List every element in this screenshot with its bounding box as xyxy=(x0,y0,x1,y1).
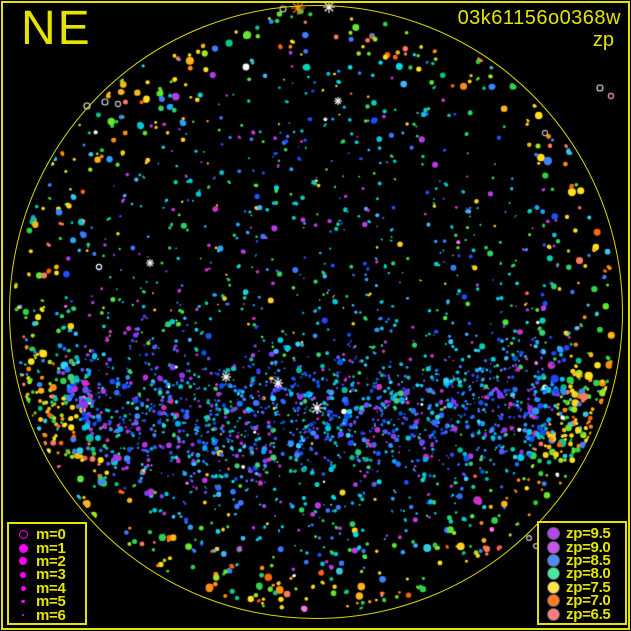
zp-legend-label: zp=9.0 xyxy=(566,538,611,556)
orientation-label: NE xyxy=(21,2,92,55)
zp-legend-row: zp=8.0 xyxy=(545,565,625,583)
zp-color-dot-icon xyxy=(547,608,559,620)
zp-color-dot-icon xyxy=(547,568,559,580)
magnitude-marker-icon xyxy=(18,543,28,553)
zp-legend-label: zp=8.5 xyxy=(566,551,611,569)
zp-color-dot-icon xyxy=(547,528,559,540)
m-legend-label: m=2 xyxy=(36,552,66,570)
m-legend-row: m=5 xyxy=(15,593,85,611)
m-legend-row: m=1 xyxy=(15,539,85,557)
zp-legend-label: zp=6.5 xyxy=(566,605,611,623)
m-legend-label: m=0 xyxy=(36,526,66,544)
m-legend-row: m=4 xyxy=(15,579,85,597)
zp-color-dot-icon xyxy=(547,581,559,593)
m-legend-row: m=0 xyxy=(15,526,85,544)
magnitude-legend: m=0 m=1 m=2 m=3 m=4 m=5 m=6 xyxy=(7,522,87,625)
zp-legend-row: zp=9.5 xyxy=(545,525,625,543)
m-legend-row: m=6 xyxy=(15,606,85,624)
plot-subtitle: zp xyxy=(592,29,614,51)
zp-legend-row: zp=7.0 xyxy=(545,592,625,610)
zp-legend-row: zp=8.5 xyxy=(545,551,625,569)
m-legend-label: m=6 xyxy=(36,606,66,624)
plot-title: 03k61156o0368w xyxy=(457,7,621,29)
zp-legend-row: zp=9.0 xyxy=(545,538,625,556)
magnitude-marker-icon xyxy=(22,614,24,617)
m-legend-label: m=5 xyxy=(36,593,66,611)
zp-color-dot-icon xyxy=(547,541,559,553)
m-legend-label: m=4 xyxy=(36,579,66,597)
magnitude-marker-icon xyxy=(21,599,25,604)
magnitude-marker-icon xyxy=(18,530,28,540)
m-legend-row: m=2 xyxy=(15,552,85,570)
zp-legend-label: zp=7.0 xyxy=(566,592,611,610)
zp-legend-label: zp=8.0 xyxy=(566,565,611,583)
zeropoint-legend: zp=9.5 zp=9.0 zp=8.5 zp=8.0 zp=7.5 zp=7.… xyxy=(537,521,627,625)
zp-legend-row: zp=6.5 xyxy=(545,605,625,623)
zp-legend-row: zp=7.5 xyxy=(545,578,625,596)
zp-color-dot-icon xyxy=(547,554,559,566)
m-legend-label: m=1 xyxy=(36,539,66,557)
magnitude-marker-icon xyxy=(19,571,27,579)
zp-legend-label: zp=7.5 xyxy=(566,578,611,596)
magnitude-marker-icon xyxy=(20,585,26,591)
zp-color-dot-icon xyxy=(547,595,559,607)
magnitude-marker-icon xyxy=(19,557,27,566)
zp-legend-label: zp=9.5 xyxy=(566,525,611,543)
m-legend-label: m=3 xyxy=(36,566,66,584)
m-legend-row: m=3 xyxy=(15,566,85,584)
